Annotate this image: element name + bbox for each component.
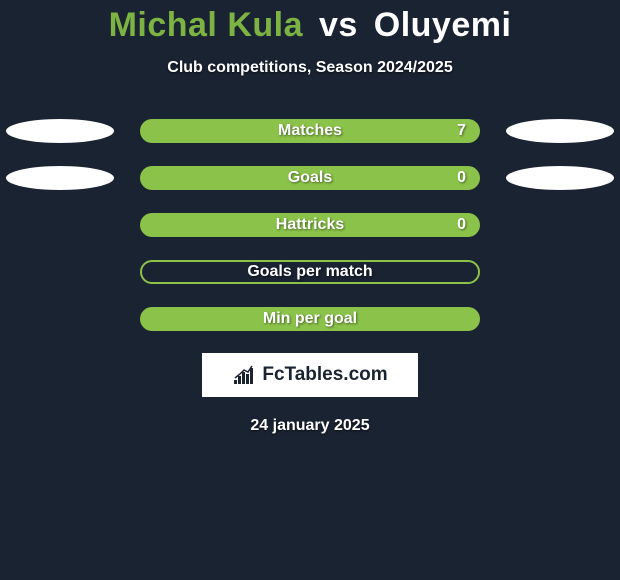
comparison-title: Michal Kula vs Oluyemi bbox=[0, 0, 620, 45]
stat-value: 0 bbox=[457, 216, 466, 234]
stat-row: Hattricks 0 bbox=[0, 213, 620, 237]
stat-row: Min per goal bbox=[0, 307, 620, 331]
stat-row: Matches 7 bbox=[0, 119, 620, 143]
stat-value: 0 bbox=[457, 169, 466, 187]
logo-text: FcTables.com bbox=[262, 364, 387, 386]
stat-bar: Goals per match bbox=[140, 260, 480, 284]
stat-bar: Matches 7 bbox=[140, 119, 480, 143]
stat-bar: Min per goal bbox=[140, 307, 480, 331]
right-oval bbox=[506, 119, 614, 143]
player1-name: Michal Kula bbox=[109, 6, 303, 44]
stat-value: 7 bbox=[457, 122, 466, 140]
fctables-icon bbox=[232, 364, 258, 386]
stat-label: Matches bbox=[278, 122, 342, 140]
stat-rows: Matches 7 Goals 0 Hattricks 0 Goals per match M… bbox=[0, 119, 620, 331]
stat-bar: Goals 0 bbox=[140, 166, 480, 190]
stat-label: Goals per match bbox=[247, 263, 372, 281]
stat-label: Goals bbox=[288, 169, 332, 187]
stat-bar: Hattricks 0 bbox=[140, 213, 480, 237]
stat-row: Goals 0 bbox=[0, 166, 620, 190]
stat-label: Hattricks bbox=[276, 216, 344, 234]
stat-label: Min per goal bbox=[263, 310, 357, 328]
subtitle: Club competitions, Season 2024/2025 bbox=[0, 59, 620, 77]
stat-row: Goals per match bbox=[0, 260, 620, 284]
date-text: 24 january 2025 bbox=[0, 417, 620, 435]
left-oval bbox=[6, 119, 114, 143]
vs-text: vs bbox=[319, 6, 358, 44]
logo-box: FcTables.com bbox=[202, 353, 418, 397]
player2-name: Oluyemi bbox=[374, 6, 512, 44]
right-oval bbox=[506, 166, 614, 190]
left-oval bbox=[6, 166, 114, 190]
